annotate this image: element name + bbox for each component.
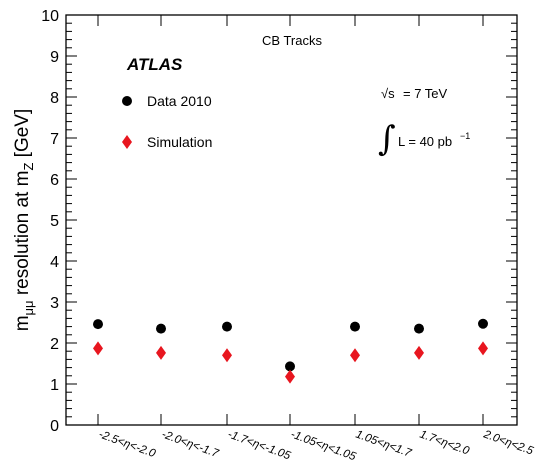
legend: Data 2010 Simulation (122, 93, 212, 150)
x-axis-category-labels: -2.5<η<-2.0 -2.0<η<-1.7 -1.7<η<-1.05-1.05<… (97, 428, 535, 463)
simulation-point (93, 341, 103, 356)
simulation-point (156, 345, 166, 360)
data-point (93, 319, 103, 330)
y-tick-label: 6 (50, 172, 59, 189)
y-tick-label: 1 (50, 377, 59, 394)
luminosity-label: ∫ L = 40 pb −1 (378, 119, 470, 159)
x-category-label: -1.05<η<1.05 (289, 429, 358, 464)
energy-value: = 7 TeV (403, 86, 448, 101)
y-tick-label: 4 (50, 254, 59, 271)
y-tick-label: 2 (50, 336, 59, 353)
y-title-unit: [GeV] (12, 109, 33, 163)
data-point (285, 361, 295, 372)
legend-label-data: Data 2010 (147, 93, 212, 109)
luminosity-value: L = 40 pb (398, 134, 452, 149)
y-axis-title: mμμ resolution at mZ [GeV] (12, 109, 36, 332)
x-axis-ticks (97, 15, 484, 425)
luminosity-exponent: −1 (460, 131, 470, 141)
energy-label: √s = 7 TeV (381, 86, 448, 101)
simulation-point (285, 369, 295, 384)
x-category-label: 1.05<η<1.7 (354, 429, 413, 460)
data-point (350, 321, 360, 332)
x-category-label: -1.7<η<-1.05 (226, 429, 293, 463)
legend-marker-data (122, 96, 132, 106)
chart-title: CB Tracks (262, 33, 322, 48)
legend-marker-simulation (122, 135, 132, 149)
data-point (478, 318, 488, 329)
y-tick-label: 0 (50, 418, 59, 435)
data-point (414, 323, 424, 334)
x-category-label: -2.0<η<-1.7 (160, 429, 221, 461)
x-category-label: -2.5<η<-2.0 (97, 429, 158, 461)
y-tick-label: 10 (41, 8, 59, 25)
y-title-rest: resolution at m (12, 171, 33, 301)
data-points (93, 318, 488, 384)
legend-label-simulation: Simulation (147, 134, 212, 150)
y-title-mz-sub: Z (21, 163, 36, 171)
data-point (222, 321, 232, 332)
x-category-label: 1.7<η<2.0 (418, 429, 471, 458)
y-title-m-sub: μμ (21, 300, 36, 315)
data-point (156, 323, 166, 334)
integral-symbol: ∫ (378, 119, 396, 159)
atlas-label: ATLAS (126, 55, 183, 74)
y-tick-label: 3 (50, 295, 59, 312)
y-tick-label: 9 (50, 49, 59, 66)
y-tick-label: 7 (50, 131, 59, 148)
simulation-point (350, 348, 360, 363)
y-tick-label: 5 (50, 213, 59, 230)
simulation-point (222, 348, 232, 363)
simulation-point (478, 341, 488, 356)
x-category-label: 2.0<η<2.5 (481, 428, 535, 458)
y-tick-label: 8 (50, 90, 59, 107)
y-title-m: m (12, 315, 33, 331)
y-axis-tick-labels: 0 1 2 3 4 5 6 7 8 9 10 (41, 8, 59, 435)
y-axis-ticks (66, 14, 517, 426)
simulation-point (414, 345, 424, 360)
energy-sqrt-s: √s (381, 86, 395, 101)
